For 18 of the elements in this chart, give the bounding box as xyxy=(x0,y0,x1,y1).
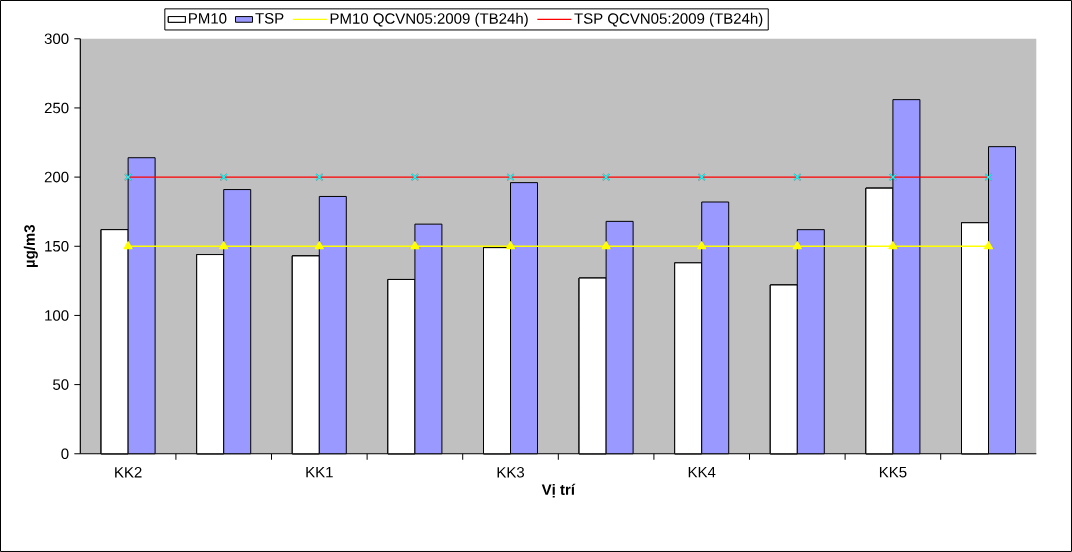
x-tick-label: KK3 xyxy=(497,466,525,478)
legend-label: PM10 xyxy=(189,13,227,24)
x-tick-label: KK4 xyxy=(688,466,716,478)
y-tick-label: 150 xyxy=(45,240,69,252)
legend-label: TSP QCVN05:2009 (TB24h) xyxy=(574,12,763,27)
y-tick-label: 200 xyxy=(44,171,69,183)
y-tick-label: 250 xyxy=(44,102,69,114)
y-tick-label: 50 xyxy=(53,379,69,390)
x-axis-title: Vị trí xyxy=(541,483,576,498)
y-tick-label: 0 xyxy=(61,448,69,460)
legend-label: TSP xyxy=(255,13,284,24)
x-tick-label: KK2 xyxy=(115,466,142,478)
x-tick-label: KK5 xyxy=(879,466,907,478)
legend-label: PM10 QCVN05:2009 (TB24h) xyxy=(330,12,528,27)
y-tick-label: 300 xyxy=(44,33,69,45)
y-axis-title: µg/m3 xyxy=(23,224,38,268)
x-tick-label: KK1 xyxy=(306,466,333,478)
y-tick-label: 100 xyxy=(45,310,69,321)
